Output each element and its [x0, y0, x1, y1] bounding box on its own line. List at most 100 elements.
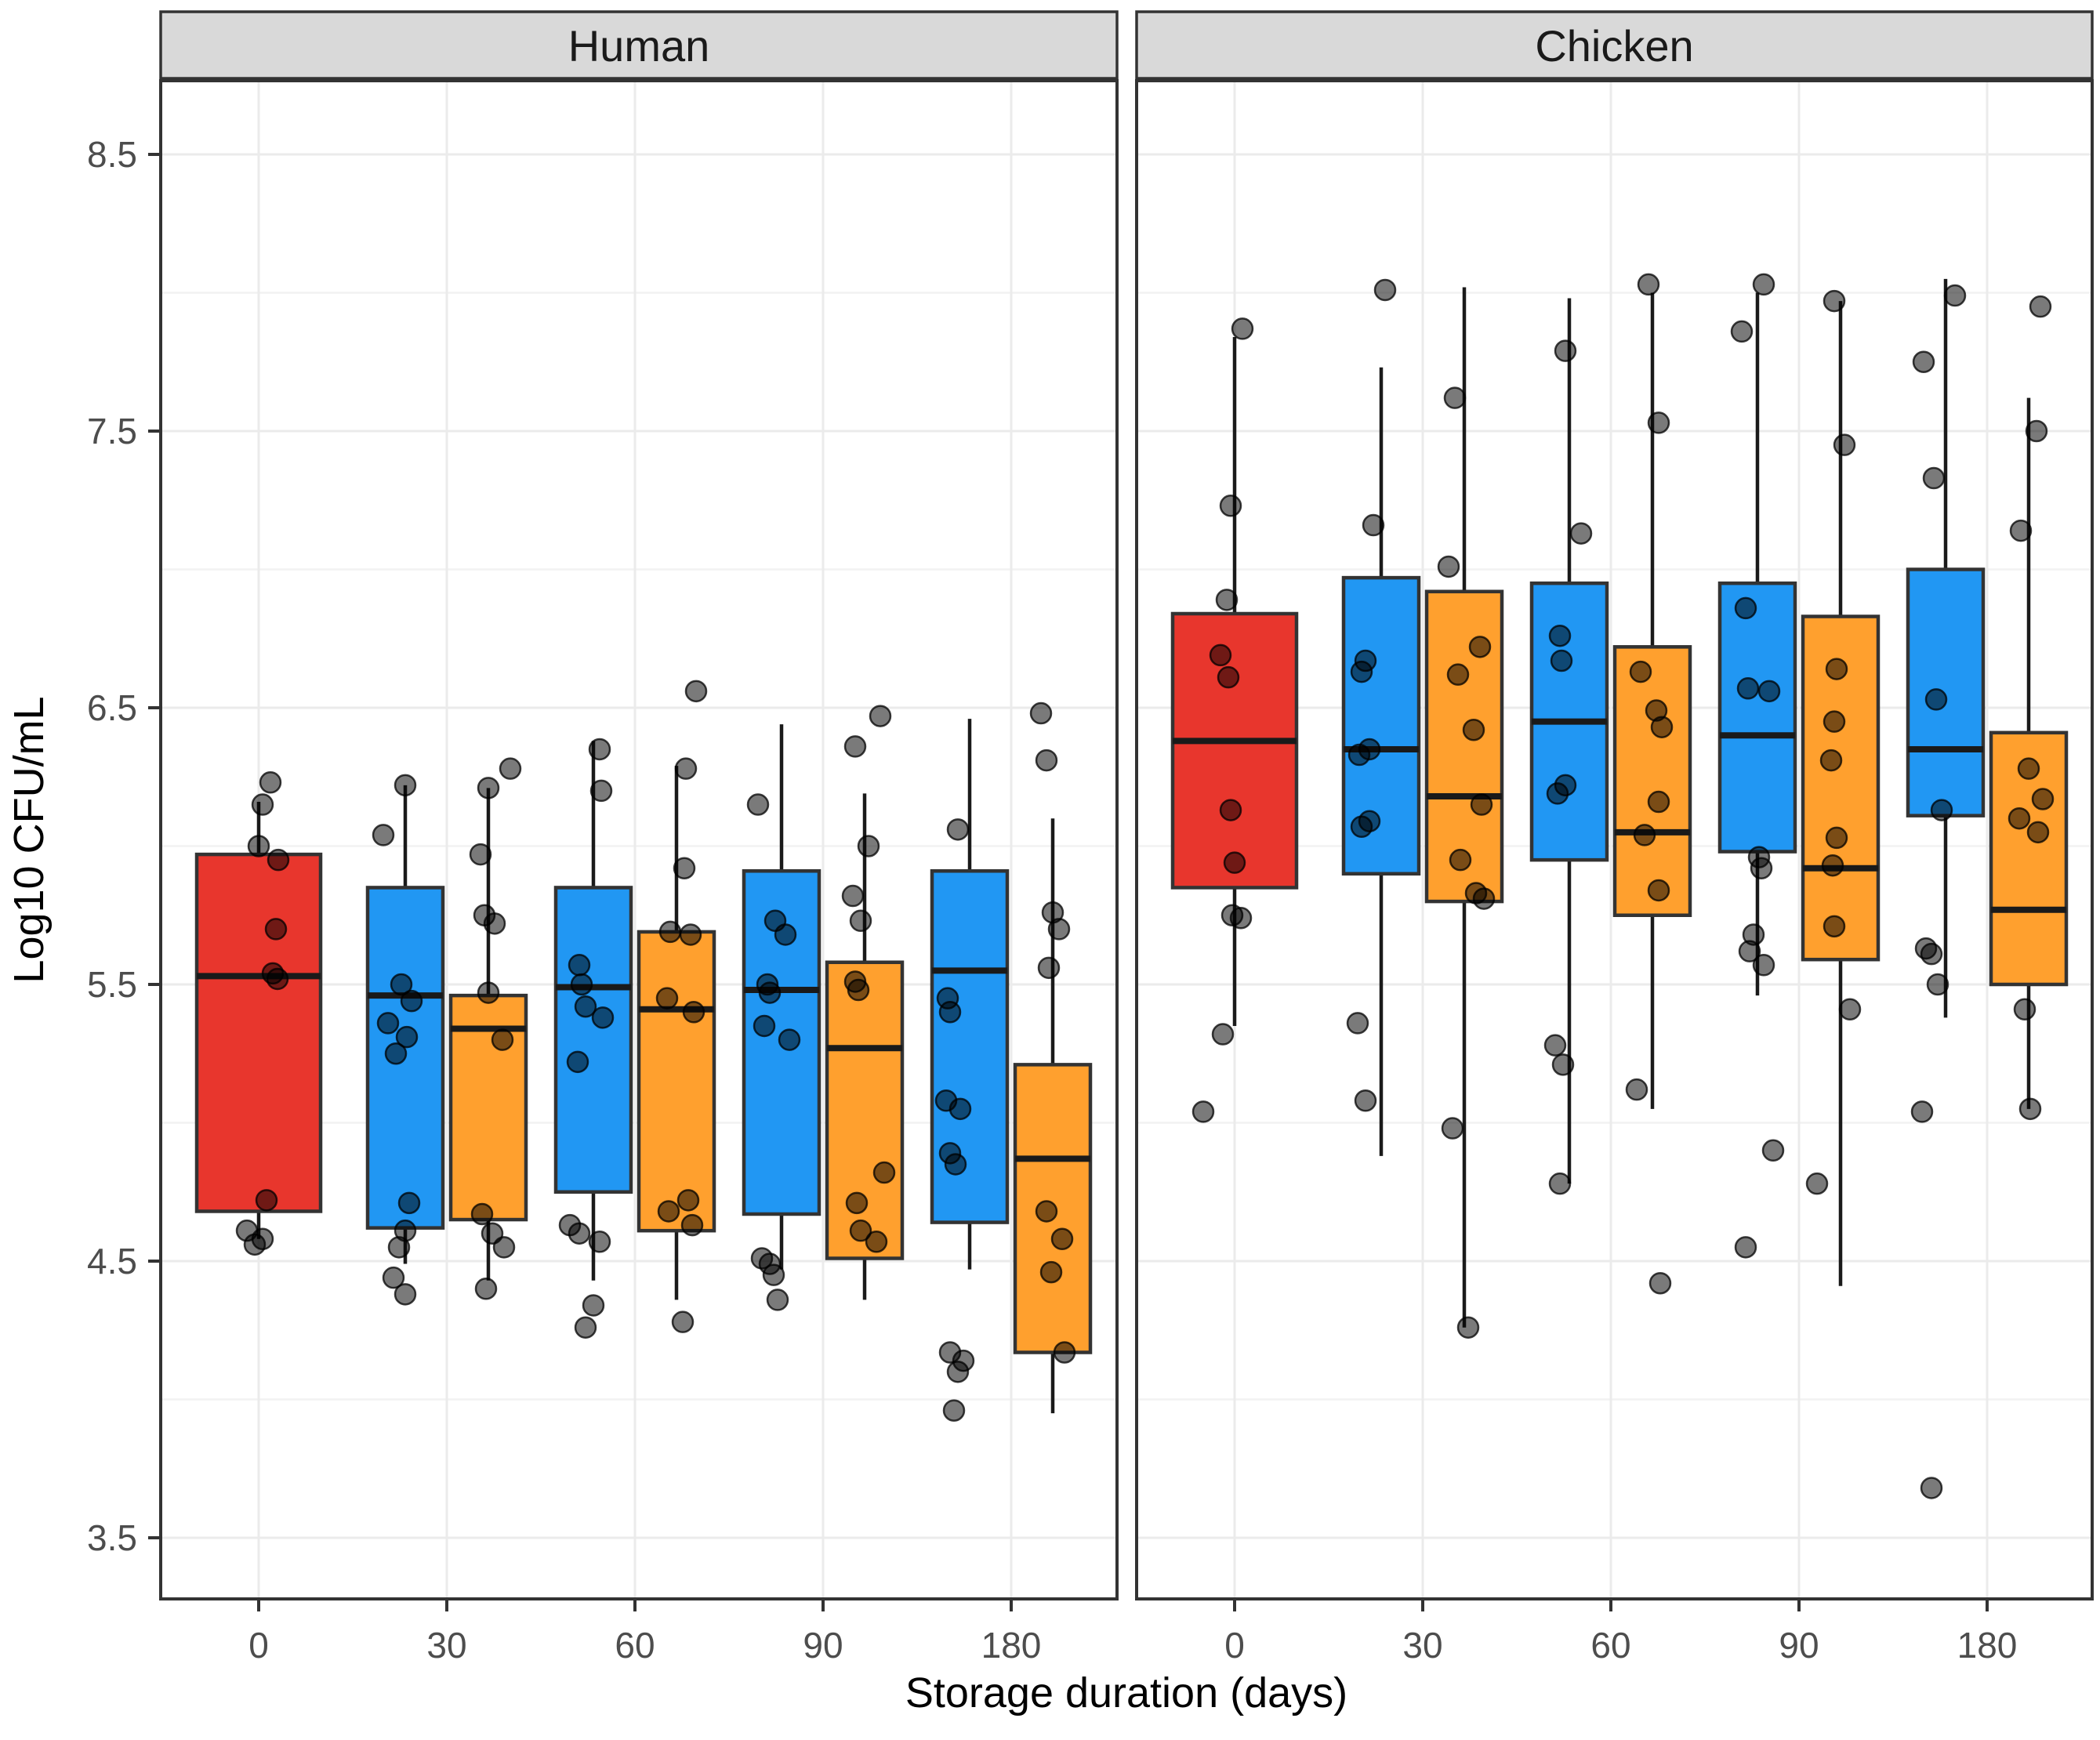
facet-strip — [159, 10, 1119, 80]
jitter-point — [499, 757, 522, 780]
y-tick-label: 5.5 — [87, 964, 137, 1005]
jitter-point — [1035, 1200, 1058, 1223]
jitter-point — [1922, 466, 1946, 490]
box-iqr — [1989, 730, 2069, 987]
jitter-point — [673, 857, 696, 879]
jitter-point — [2029, 295, 2052, 318]
boxplot-group-human-180-blue — [930, 719, 1010, 1422]
jitter-point — [1825, 826, 1848, 850]
jitter-point — [946, 818, 970, 841]
y-axis-title: Log10 CFU/mL — [5, 696, 53, 983]
jitter-point — [1209, 643, 1232, 667]
box-iqr — [1717, 581, 1797, 854]
jitter-point — [566, 1050, 589, 1074]
jitter-point — [474, 1278, 498, 1300]
jitter-point — [384, 1042, 408, 1065]
boxplot-group-human-90-blue — [742, 724, 822, 1311]
jitter-point — [948, 1097, 972, 1121]
jitter-point — [869, 705, 892, 727]
jitter-point — [1752, 954, 1775, 977]
box-iqr — [1170, 611, 1299, 890]
boxplot-group-human-180-orange — [1013, 701, 1093, 1414]
jitter-point — [390, 973, 413, 996]
jitter-point — [574, 1316, 597, 1339]
jitter-point — [1350, 660, 1373, 683]
x-tick-label: 180 — [1957, 1625, 2018, 1666]
y-tick-label: 3.5 — [87, 1517, 137, 1558]
jitter-point — [2009, 519, 2033, 542]
jitter-point — [658, 920, 682, 944]
jitter-point — [766, 1289, 789, 1311]
box-iqr — [194, 852, 323, 1213]
y-tick-label: 4.5 — [87, 1241, 137, 1281]
boxplot-group-chicken-90-blue — [1717, 273, 1797, 1259]
jitter-point — [1736, 677, 1760, 700]
jitter-point — [1819, 749, 1843, 772]
jitter-point — [746, 793, 770, 816]
boxplot-group-chicken-180-blue — [1906, 278, 1986, 1499]
jitter-point — [1191, 1100, 1215, 1123]
jitter-point — [247, 835, 270, 857]
jitter-point — [1738, 940, 1761, 962]
jitter-point — [1543, 1034, 1567, 1057]
jitter-point — [1823, 289, 1846, 313]
jitter-point — [2017, 757, 2040, 780]
jitter-point — [1823, 710, 1846, 733]
jitter-point — [2025, 419, 2048, 443]
jitter-point — [1647, 790, 1670, 814]
boxplot-group-human-30-blue — [365, 774, 445, 1306]
jitter-point — [1647, 879, 1670, 902]
jitter-point — [568, 1222, 591, 1245]
jitter-point — [778, 1028, 801, 1051]
jitter-point — [1926, 973, 1949, 996]
jitter-point — [1752, 273, 1775, 296]
jitter-point — [1920, 942, 1943, 966]
jitter-point — [1468, 636, 1492, 658]
jitter-point — [255, 1189, 278, 1212]
jitter-point — [682, 1001, 705, 1024]
jitter-point — [1053, 1341, 1076, 1364]
jitter-point — [477, 981, 500, 1004]
jitter-point — [259, 771, 282, 794]
jitter-point — [1550, 649, 1573, 672]
jitter-point — [1912, 350, 1935, 373]
boxplot-group-chicken-60-blue — [1529, 298, 1609, 1195]
box-iqr — [930, 869, 1010, 1224]
jitter-point — [266, 967, 289, 991]
jitter-point — [2013, 998, 2037, 1021]
facet-strip-label: Chicken — [1535, 21, 1693, 71]
jitter-point — [1347, 743, 1371, 767]
facet-panel-chicken: Chicken 0 30 60 90 180 — [1135, 10, 2094, 1666]
jitter-point — [774, 923, 797, 946]
jitter-point — [469, 843, 492, 866]
jitter-point — [1217, 665, 1240, 689]
jitter-point — [492, 1236, 516, 1259]
jitter-point — [671, 1310, 695, 1333]
jitter-point — [680, 1213, 704, 1237]
boxplot-group-chicken-90-orange — [1801, 289, 1881, 1286]
jitter-point — [243, 1233, 267, 1256]
boxplot-group-human-60-orange — [637, 680, 716, 1333]
jitter-point — [1443, 386, 1467, 409]
y-tick-label: 7.5 — [87, 411, 137, 451]
jitter-point — [2018, 1097, 2042, 1121]
jitter-point — [1047, 918, 1071, 941]
x-tick-label: 30 — [426, 1625, 466, 1666]
jitter-point — [679, 923, 702, 946]
jitter-point — [1029, 701, 1053, 725]
jitter-point — [1734, 1236, 1757, 1259]
jitter-point — [849, 1219, 872, 1242]
jitter-point — [477, 777, 500, 799]
jitter-point — [372, 824, 395, 846]
jitter-point — [1823, 915, 1846, 938]
jitter-point — [1223, 851, 1246, 874]
jitter-point — [400, 989, 423, 1013]
jitter-point — [1219, 799, 1242, 821]
jitter-point — [394, 1283, 417, 1306]
jitter-point — [762, 1263, 785, 1286]
box-iqr — [825, 960, 905, 1260]
jitter-point — [676, 1189, 700, 1212]
jitter-point — [582, 1294, 605, 1317]
jitter-point — [570, 973, 593, 996]
